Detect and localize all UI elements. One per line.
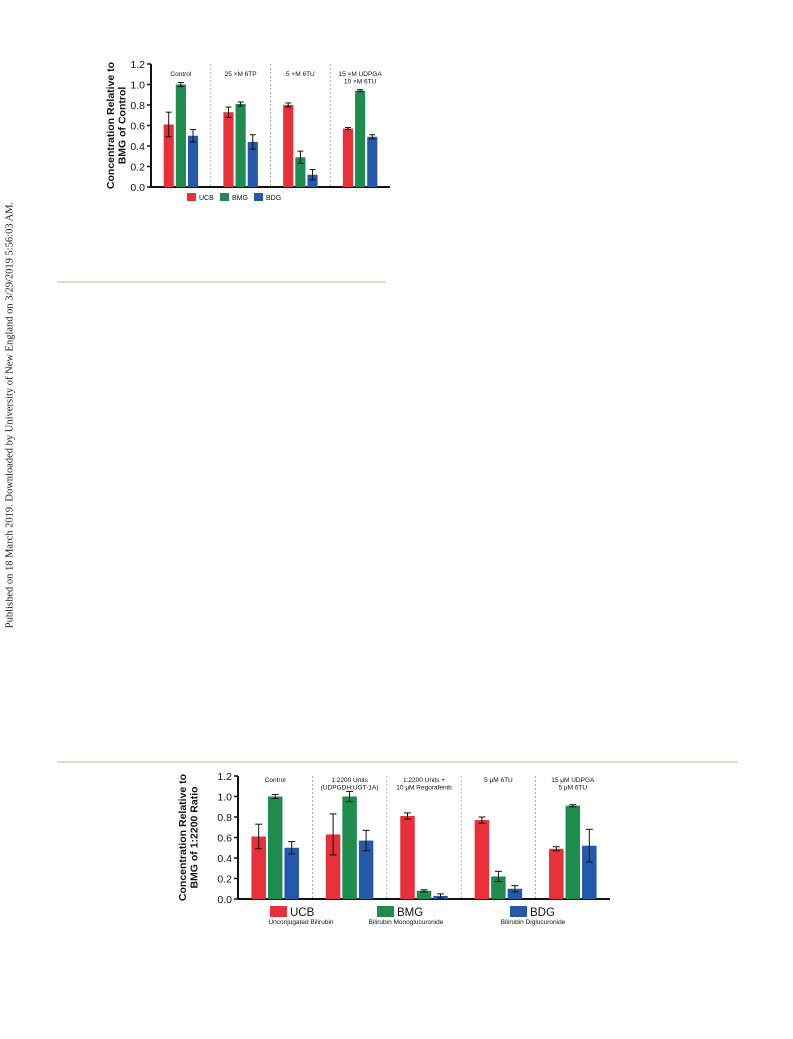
bar-ucb: [342, 128, 354, 187]
y-axis-title-line: Concentration Relative to: [177, 774, 189, 901]
bar-chart-bottom-svg: Concentration Relative toBMG of 1:2200 R…: [177, 771, 610, 926]
group-label-line: 5 μM 6TU: [484, 777, 513, 784]
group-label-line: 15 ×M UDPGA: [339, 71, 383, 78]
group-label: 5 ×M 6TU: [286, 71, 315, 78]
y-tick-label: 1.0: [130, 79, 145, 91]
group-label: Control: [170, 71, 192, 78]
group-label-line: 10 μM Regorafenib: [396, 785, 452, 792]
bar-bmg: [565, 805, 581, 899]
legend-sublabel: Unconjugated Bilirubin: [268, 919, 333, 926]
legend-label: BDG: [530, 907, 555, 919]
y-axis-title: Concentration Relative toBMG of Control: [105, 62, 129, 189]
group-label-line: Control: [265, 777, 287, 784]
group-label: 1:2200 Units +10 μM Regorafenib: [396, 777, 452, 792]
section-divider-top: [57, 281, 386, 283]
bar-ucb: [283, 105, 294, 187]
bar-bmg: [175, 84, 186, 187]
y-tick-label: 0.6: [130, 120, 145, 132]
group-label-line: Control: [170, 71, 192, 78]
legend-swatch-bdg: [510, 906, 527, 917]
bar-bmg: [295, 157, 306, 187]
bar-bmg: [235, 103, 246, 187]
y-tick-label: 0.4: [130, 141, 145, 153]
group-label: 1:2200 Units (UDPGDH:UGT-1A): [321, 777, 379, 792]
y-axis-title: Concentration Relative toBMG of 1:2200 R…: [177, 774, 201, 901]
y-tick-label: 0.8: [217, 812, 232, 824]
download-watermark: Published on 18 March 2019. Downloaded b…: [1, 195, 19, 635]
bar-bmg: [416, 890, 432, 899]
group-label-line: 15 μM UDPGA: [551, 777, 595, 784]
bar-chart-top: Concentration Relative toBMG of Control 0…: [100, 56, 400, 206]
group-label: 25 ×M 6TP: [225, 71, 257, 78]
group-label: 5 μM 6TU: [484, 777, 513, 784]
bar-bdg: [367, 136, 378, 187]
bar-bdg: [187, 135, 199, 187]
y-tick-label: 0.2: [217, 873, 232, 885]
legend-label: UCB: [290, 907, 315, 919]
legend-swatch-bmg: [220, 193, 229, 201]
bar-bdg: [358, 840, 374, 899]
y-tick-label: 0.4: [217, 853, 232, 865]
legend-label: UCB: [199, 195, 214, 202]
legend-sublabel: Bilirubin Diglucuronide: [501, 919, 566, 926]
bar-bdg: [284, 847, 299, 899]
bar-ucb: [325, 834, 341, 899]
group-label-line: 5 ×M 6TU: [286, 71, 315, 78]
y-axis-title-line: BMG of 1:2200 Ratio: [189, 786, 201, 888]
y-tick-label: 0.8: [130, 100, 145, 112]
y-tick-label: 0.6: [217, 832, 232, 844]
group-label-line: 25 ×M 6TP: [225, 71, 257, 78]
y-tick-label: 0.2: [130, 161, 145, 173]
legend-sublabel: Bilirubin Monoglucuronide: [369, 919, 444, 926]
section-divider-bottom: [57, 761, 738, 763]
bar-bdg: [307, 174, 318, 187]
y-tick-label: 0.0: [217, 894, 232, 906]
legend-swatch-bmg: [377, 906, 394, 917]
bar-bdg: [507, 888, 523, 899]
legend-swatch-bdg: [254, 193, 263, 201]
group-label-line: 10 ×M 6TU: [344, 79, 377, 86]
y-tick-label: 1.2: [217, 771, 232, 783]
y-axis-title-line: BMG of Control: [117, 87, 129, 165]
y-axis-title-line: Concentration Relative to: [105, 62, 117, 189]
bar-bdg: [247, 141, 258, 187]
y-tick-label: 1.0: [217, 791, 232, 803]
bar-chart-top-svg: Concentration Relative toBMG of Control0…: [105, 59, 390, 202]
bar-chart-bottom: Concentration Relative toBMG of 1:2200 R…: [172, 766, 622, 931]
download-watermark-text: Published on 18 March 2019. Downloaded b…: [4, 201, 16, 629]
group-label-line: 1:2200 Units +: [403, 777, 445, 784]
bar-ucb: [549, 848, 564, 899]
bar-ucb: [163, 124, 174, 187]
group-label: 15 μM UDPGA 5 μM 6TU: [551, 777, 595, 792]
bar-bmg: [267, 796, 283, 899]
legend-swatch-ucb: [270, 906, 287, 917]
y-tick-label: 0.0: [130, 182, 145, 194]
bar-bmg: [342, 796, 357, 899]
y-tick-label: 1.2: [130, 59, 145, 71]
legend-label: BMG: [397, 907, 423, 919]
group-label-line: (UDPGDH:UGT-1A): [321, 785, 379, 792]
bar-ucb: [223, 112, 234, 187]
bar-bmg: [355, 90, 366, 187]
bar-bdg: [582, 845, 597, 899]
bar-bmg: [491, 876, 506, 899]
legend-label: BDG: [266, 195, 281, 202]
bar-ucb: [474, 820, 490, 899]
group-label-line: 5 μM 6TU: [558, 785, 587, 792]
legend-label: BMG: [232, 195, 248, 202]
bar-ucb: [400, 815, 415, 899]
group-label: 15 ×M UDPGA 10 ×M 6TU: [339, 71, 383, 86]
group-label: Control: [265, 777, 287, 784]
group-label-line: 1:2200 Units: [331, 777, 368, 784]
legend-swatch-ucb: [187, 193, 196, 201]
bar-ucb: [251, 836, 266, 899]
